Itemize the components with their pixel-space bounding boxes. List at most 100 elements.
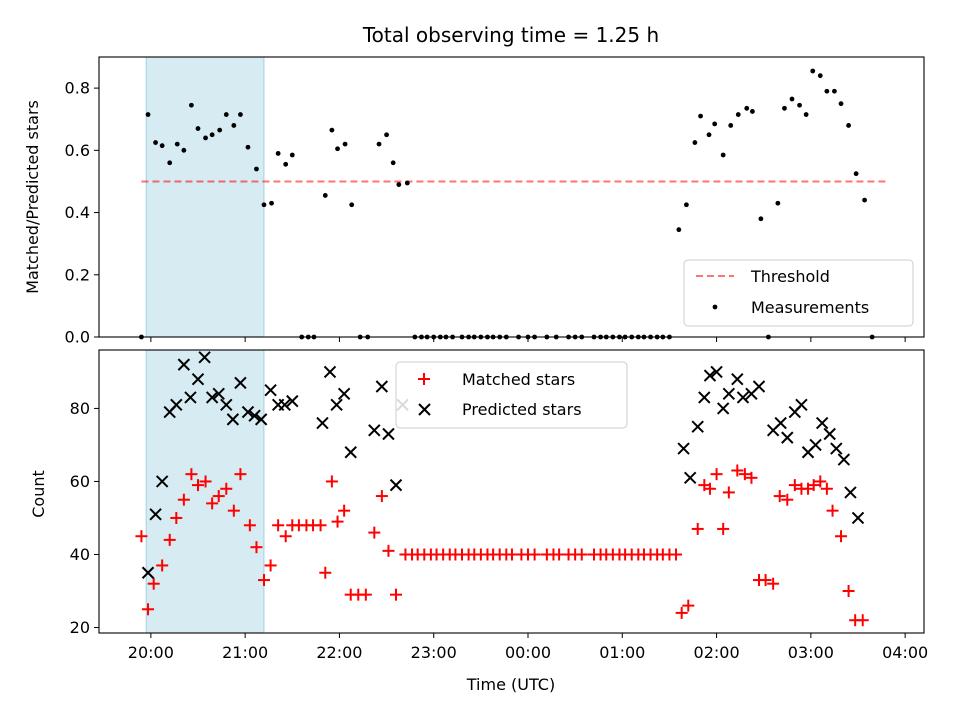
bottom-axes-frame [98,349,925,634]
measurement-point [706,132,712,138]
matched-star-point [835,530,848,543]
predicted-star-point [170,398,183,411]
matched-star-point [264,559,277,572]
measurement-point [289,152,295,158]
predicted-star-point [781,431,794,444]
measurement-point [817,73,823,79]
measurement-point [846,123,851,128]
predicted-star-point [141,566,155,579]
predicted-star-point [815,416,829,430]
matched-star-point [368,526,381,539]
predicted-star-point [254,413,268,426]
predicted-star-point [264,383,277,397]
matched-star-point [375,490,388,503]
matched-star-point [670,548,683,561]
measurement-point [195,126,201,131]
predicted-star-point [809,438,822,452]
matched-star-point [163,533,176,546]
predicted-star-point [149,508,162,521]
predicted-star-point [710,365,723,379]
predicted-star-point [212,387,225,401]
measurement-point [349,202,355,208]
matched-star-point [177,493,190,506]
x-axis-label: Time (UTC) [466,675,555,694]
predicted-star-point [344,446,357,459]
predicted-star-point [795,398,808,411]
predicted-star-point [844,486,857,499]
predicted-star-point [278,398,291,411]
bottom-legend-box [395,361,628,429]
predicted-star-point [691,420,704,433]
legend-measurements-swatch [712,304,718,310]
matched-star-point [703,482,716,495]
matched-star-point [170,511,183,524]
matched-star-point [710,468,723,481]
legend-matched-label: Matched stars [462,370,575,389]
predicted-star-point [368,424,381,437]
predicted-star-point [191,373,205,386]
bottom-y-axis-label: Count [29,470,48,518]
y-tick-label: 20 [70,618,90,637]
matched-star-point [856,614,869,627]
top-legend-box [683,259,914,327]
predicted-star-point [722,387,736,401]
measurement-point [862,197,867,203]
matched-star-point [767,577,780,590]
legend-predicted-label: Predicted stars [462,400,582,419]
measurement-point [159,143,165,149]
measurement-point [832,88,837,94]
measurement-point [853,171,859,177]
matched-star-point [206,497,219,510]
measurement-point [720,152,726,158]
measurement-point [376,141,382,147]
matched-star-point [338,504,351,517]
matched-star-point [272,519,285,532]
measurement-point [396,182,402,187]
matched-star-point [185,468,198,481]
measurement-point [735,112,741,117]
measurement-point [712,121,718,127]
predicted-star-point [248,409,261,422]
y-tick-label: 0.0 [65,328,90,347]
top-axes-frame [98,56,925,338]
measurement-point [750,109,755,114]
matched-star-point [258,574,270,587]
matched-star-point [199,475,212,488]
measurement-point [676,227,682,233]
predicted-star-point [241,405,255,419]
matched-star-point [331,515,344,528]
predicted-star-point [830,442,843,455]
measurement-point [782,105,787,111]
predicted-star-point [683,471,697,485]
measurement-point [209,132,215,138]
observing-window-shade [145,56,265,338]
predicted-star-point [837,453,851,466]
measurement-point [329,127,335,133]
matched-star-point [826,504,839,517]
measurement-point [217,127,223,133]
predicted-star-point [323,365,337,379]
measurement-point [384,132,389,138]
measurement-point [335,146,340,152]
matched-star-point [220,482,233,495]
predicted-star-point [375,380,389,393]
matched-star-point [731,464,744,477]
measurement-point [181,147,187,153]
matched-star-point [807,479,820,492]
matched-star-point [717,522,730,535]
predicted-star-point [234,376,247,390]
measurement-point [261,202,267,208]
measurement-point [838,101,844,107]
measurement-point [322,193,328,198]
x-tick-label: 20:00 [128,643,174,662]
predicted-star-point [330,398,343,411]
predicted-star-point [774,416,787,430]
matched-star-point [759,574,772,587]
y-tick-label: 0.4 [65,203,90,222]
top-panel: 0.0 0.2 0.4 0.6 0.8 Total observing time = 1… [23,23,925,347]
predicted-star-point [703,369,717,382]
x-tick-label: 01:00 [599,643,645,662]
matched-star-point [682,599,695,612]
predicted-star-point [382,427,395,441]
